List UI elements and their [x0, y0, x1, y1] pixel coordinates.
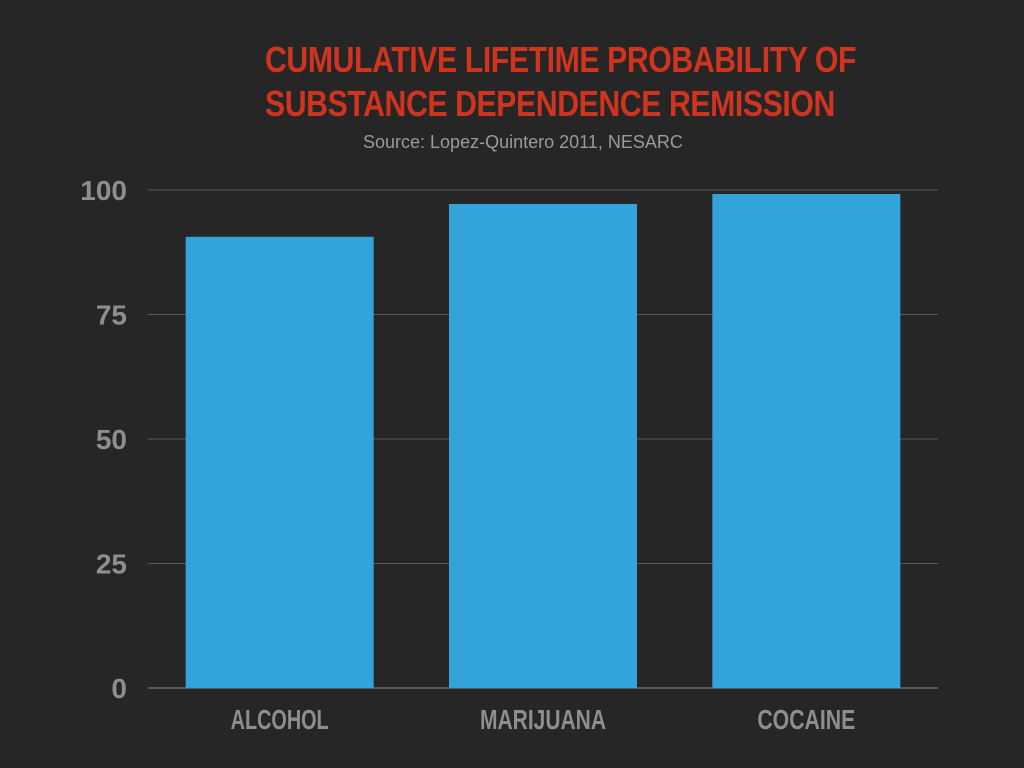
x-tick-label-marijuana: MARIJUANA: [480, 704, 606, 735]
bar-alcohol: [185, 236, 374, 688]
chart-title-line-2: SUBSTANCE DEPENDENCE REMISSION: [265, 83, 835, 124]
bars: [185, 193, 901, 688]
y-axis-ticks: 0 25 50 75 100: [80, 175, 127, 704]
chart-title: CUMULATIVE LIFETIME PROBABILITY OF SUBST…: [265, 38, 965, 126]
chart-subtitle: Source: Lopez-Quintero 2011, NESARC: [363, 132, 683, 152]
y-tick-label: 25: [96, 549, 127, 580]
x-tick-label-cocaine: COCAINE: [757, 704, 855, 735]
bar-cocaine: [712, 193, 901, 688]
bar-marijuana: [449, 203, 637, 688]
y-tick-label: 75: [96, 300, 127, 331]
x-tick-label-alcohol: ALCOHOL: [231, 704, 329, 735]
y-tick-label: 0: [111, 673, 127, 704]
x-axis-ticks: ALCOHOL MARIJUANA COCAINE: [231, 704, 856, 735]
y-tick-label: 50: [96, 424, 127, 455]
y-tick-label: 100: [80, 175, 127, 206]
chart-title-line-1: CUMULATIVE LIFETIME PROBABILITY OF: [265, 39, 857, 80]
